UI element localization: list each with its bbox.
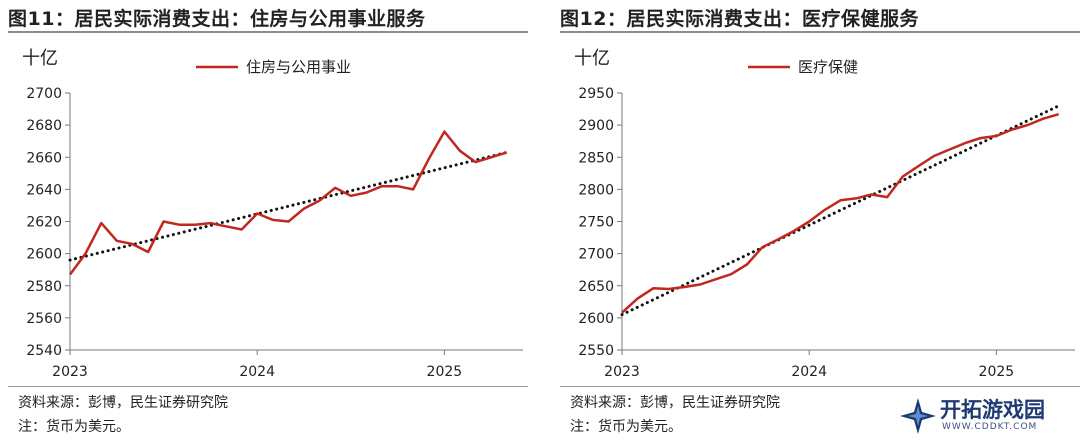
y-tick-label: 2800 (578, 182, 614, 198)
x-tick-label: 2024 (791, 364, 827, 380)
y-tick-label: 2850 (578, 150, 614, 166)
watermark-url: WWW.CDDKT.COM (942, 422, 1038, 432)
note-text: 注：货币为美元。 (570, 419, 682, 435)
watermark-text: 开拓游戏园 (940, 398, 1045, 422)
watermark-logo: 开拓游戏园 WWW.CDDKT.COM (896, 392, 1080, 442)
y-tick-label: 2680 (26, 118, 62, 134)
chart-panel-right: 图12：居民实际消费支出：医疗保健服务 十亿 2550 2600 2650 2700 27… (560, 0, 1080, 442)
y-tick-label: 2660 (26, 150, 62, 166)
x-tick-label: 2023 (52, 364, 88, 380)
legend-label: 医疗保健 (798, 58, 858, 76)
y-axis-label: 十亿 (574, 48, 610, 69)
y-tick-label: 2620 (26, 215, 62, 231)
y-tick-label: 2640 (26, 182, 62, 198)
series-line (621, 112, 1060, 314)
y-tick-label: 2600 (26, 247, 62, 263)
y-tick-label: 2540 (26, 343, 62, 359)
chart-title: 图11：居民实际消费支出：住房与公用事业服务 (8, 8, 426, 30)
y-tick-label: 2950 (578, 86, 614, 102)
trendline (620, 104, 1061, 317)
footer-divider (560, 386, 1080, 387)
x-tick-label: 2025 (979, 364, 1015, 380)
chart-panel-left: 图11：居民实际消费支出：住房与公用事业服务 十亿 2540 2560 2580 260… (8, 0, 528, 442)
y-tick-label: 2550 (578, 343, 614, 359)
y-tick-label: 2700 (578, 247, 614, 263)
y-tick-label: 2560 (26, 311, 62, 327)
chart-housing-utilities: 十亿 2540 2560 2580 2600 2620 2640 2660 2680 2700 20… (22, 48, 523, 380)
y-tick-label: 2650 (578, 279, 614, 295)
y-tick-label: 2700 (26, 86, 62, 102)
chart-title: 图12：居民实际消费支出：医疗保健服务 (560, 8, 919, 30)
note-text: 注：货币为美元。 (18, 419, 130, 435)
y-tick-label: 2600 (578, 311, 614, 327)
title-divider (560, 31, 1080, 33)
footer-divider (8, 386, 528, 387)
y-axis-label: 十亿 (22, 48, 58, 69)
y-tick-label: 2750 (578, 215, 614, 231)
source-text: 资料来源：彭博，民生证券研究院 (18, 395, 228, 411)
x-tick-label: 2025 (427, 364, 463, 380)
chart-healthcare: 十亿 2550 2600 2650 2700 2750 2800 2850 2900 2950 20… (574, 48, 1075, 380)
legend-label: 住房与公用事业 (246, 58, 351, 76)
y-tick-label: 2580 (26, 279, 62, 295)
x-tick-label: 2024 (239, 364, 275, 380)
star-logo-icon (900, 398, 936, 434)
x-tick-label: 2023 (604, 364, 640, 380)
title-divider (8, 31, 528, 33)
trendline (68, 150, 509, 262)
source-text: 资料来源：彭博，民生证券研究院 (570, 395, 780, 411)
series-line (68, 130, 508, 276)
y-tick-label: 2900 (578, 118, 614, 134)
